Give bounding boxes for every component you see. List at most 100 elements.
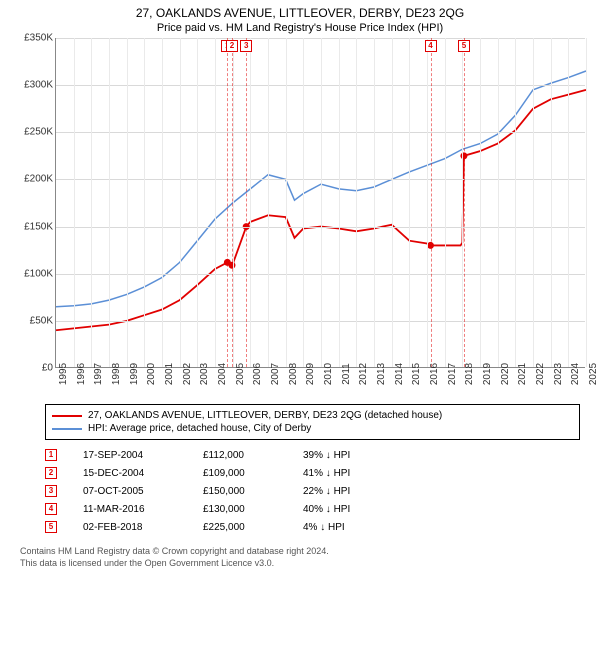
sale-marker-label: 2 [226, 40, 238, 52]
x-axis-label: 1997 [93, 363, 104, 385]
transaction-date: 15-DEC-2004 [83, 468, 203, 479]
x-axis-label: 2004 [217, 363, 228, 385]
y-axis-label: £0 [15, 363, 53, 374]
gridline-v [162, 38, 163, 367]
y-axis-label: £100K [15, 268, 53, 279]
legend-item: HPI: Average price, detached house, City… [52, 422, 573, 435]
transaction-pct: 4% ↓ HPI [303, 522, 383, 533]
x-axis-label: 2018 [464, 363, 475, 385]
y-axis-label: £300K [15, 80, 53, 91]
chart-subtitle: Price paid vs. HM Land Registry's House … [0, 20, 600, 38]
gridline-v [339, 38, 340, 367]
transaction-pct: 41% ↓ HPI [303, 468, 383, 479]
x-axis-label: 2015 [411, 363, 422, 385]
y-axis-label: £150K [15, 221, 53, 232]
x-axis-label: 2023 [553, 363, 564, 385]
transaction-marker: 5 [45, 521, 57, 533]
y-axis-label: £250K [15, 127, 53, 138]
x-axis-label: 2012 [358, 363, 369, 385]
x-axis-label: 2009 [305, 363, 316, 385]
sale-marker-line [431, 38, 432, 367]
x-axis-label: 2016 [429, 363, 440, 385]
gridline-v [374, 38, 375, 367]
transaction-row: 2 15-DEC-2004£109,00041% ↓ HPI [45, 464, 580, 482]
transaction-price: £225,000 [203, 522, 303, 533]
legend-label: 27, OAKLANDS AVENUE, LITTLEOVER, DERBY, … [88, 410, 442, 421]
gridline-v [356, 38, 357, 367]
gridline-v [109, 38, 110, 367]
transaction-row: 411-MAR-2016£130,00040% ↓ HPI [45, 500, 580, 518]
sale-marker-line [232, 38, 233, 367]
sale-marker-line [227, 38, 228, 367]
gridline-v [127, 38, 128, 367]
x-axis-label: 2000 [146, 363, 157, 385]
x-axis-label: 2005 [235, 363, 246, 385]
gridline-v [409, 38, 410, 367]
gridline-v [568, 38, 569, 367]
transaction-date: 07-OCT-2005 [83, 486, 203, 497]
x-axis-label: 1996 [76, 363, 87, 385]
gridline-v [268, 38, 269, 367]
x-axis-label: 2011 [341, 363, 352, 385]
sale-marker-label: 4 [425, 40, 437, 52]
x-axis-label: 2021 [517, 363, 528, 385]
transaction-marker: 2 [45, 467, 57, 479]
transaction-pct: 22% ↓ HPI [303, 486, 383, 497]
x-axis-label: 2024 [570, 363, 581, 385]
gridline-v [515, 38, 516, 367]
gridline-v [392, 38, 393, 367]
x-axis-label: 2002 [182, 363, 193, 385]
legend-swatch [52, 428, 82, 430]
x-axis-label: 2003 [199, 363, 210, 385]
gridline-v [74, 38, 75, 367]
gridline-v [498, 38, 499, 367]
x-axis-label: 2025 [588, 363, 599, 385]
transaction-pct: 39% ↓ HPI [303, 450, 383, 461]
footer-line-2: This data is licensed under the Open Gov… [20, 558, 580, 570]
gridline-v [215, 38, 216, 367]
x-axis-label: 1999 [129, 363, 140, 385]
chart-area: 12345 £0£50K£100K£150K£200K£250K£300K£35… [15, 38, 585, 398]
gridline-v [445, 38, 446, 367]
gridline-v [91, 38, 92, 367]
plot-region: 12345 [55, 38, 585, 368]
legend-item: 27, OAKLANDS AVENUE, LITTLEOVER, DERBY, … [52, 409, 573, 422]
sale-marker-line [246, 38, 247, 367]
transaction-row: 5 02-FEB-2018£225,0004% ↓ HPI [45, 518, 580, 536]
transaction-price: £130,000 [203, 504, 303, 515]
gridline-v [180, 38, 181, 367]
transaction-marker: 1 [45, 449, 57, 461]
x-axis-label: 2008 [288, 363, 299, 385]
x-axis-label: 2022 [535, 363, 546, 385]
transaction-row: 3 07-OCT-2005£150,00022% ↓ HPI [45, 482, 580, 500]
chart-container: 27, OAKLANDS AVENUE, LITTLEOVER, DERBY, … [0, 0, 600, 650]
sale-marker-label: 3 [240, 40, 252, 52]
x-axis-label: 2017 [447, 363, 458, 385]
footer-attribution: Contains HM Land Registry data © Crown c… [0, 540, 600, 569]
x-axis-label: 2001 [164, 363, 175, 385]
x-axis-label: 1998 [111, 363, 122, 385]
gridline-v [533, 38, 534, 367]
gridline-v [286, 38, 287, 367]
x-axis-label: 2019 [482, 363, 493, 385]
footer-line-1: Contains HM Land Registry data © Crown c… [20, 546, 580, 558]
x-axis-label: 1995 [58, 363, 69, 385]
gridline-v [250, 38, 251, 367]
y-axis-label: £200K [15, 174, 53, 185]
chart-title: 27, OAKLANDS AVENUE, LITTLEOVER, DERBY, … [0, 0, 600, 20]
x-axis-label: 2013 [376, 363, 387, 385]
transaction-price: £150,000 [203, 486, 303, 497]
x-axis-label: 2020 [500, 363, 511, 385]
transaction-date: 02-FEB-2018 [83, 522, 203, 533]
gridline-v [427, 38, 428, 367]
transaction-price: £109,000 [203, 468, 303, 479]
x-axis-label: 2006 [252, 363, 263, 385]
legend: 27, OAKLANDS AVENUE, LITTLEOVER, DERBY, … [45, 404, 580, 440]
y-axis-label: £350K [15, 33, 53, 44]
transaction-price: £112,000 [203, 450, 303, 461]
gridline-v [586, 38, 587, 367]
gridline-v [303, 38, 304, 367]
transaction-marker: 3 [45, 485, 57, 497]
transaction-pct: 40% ↓ HPI [303, 504, 383, 515]
transaction-row: 117-SEP-2004£112,00039% ↓ HPI [45, 446, 580, 464]
